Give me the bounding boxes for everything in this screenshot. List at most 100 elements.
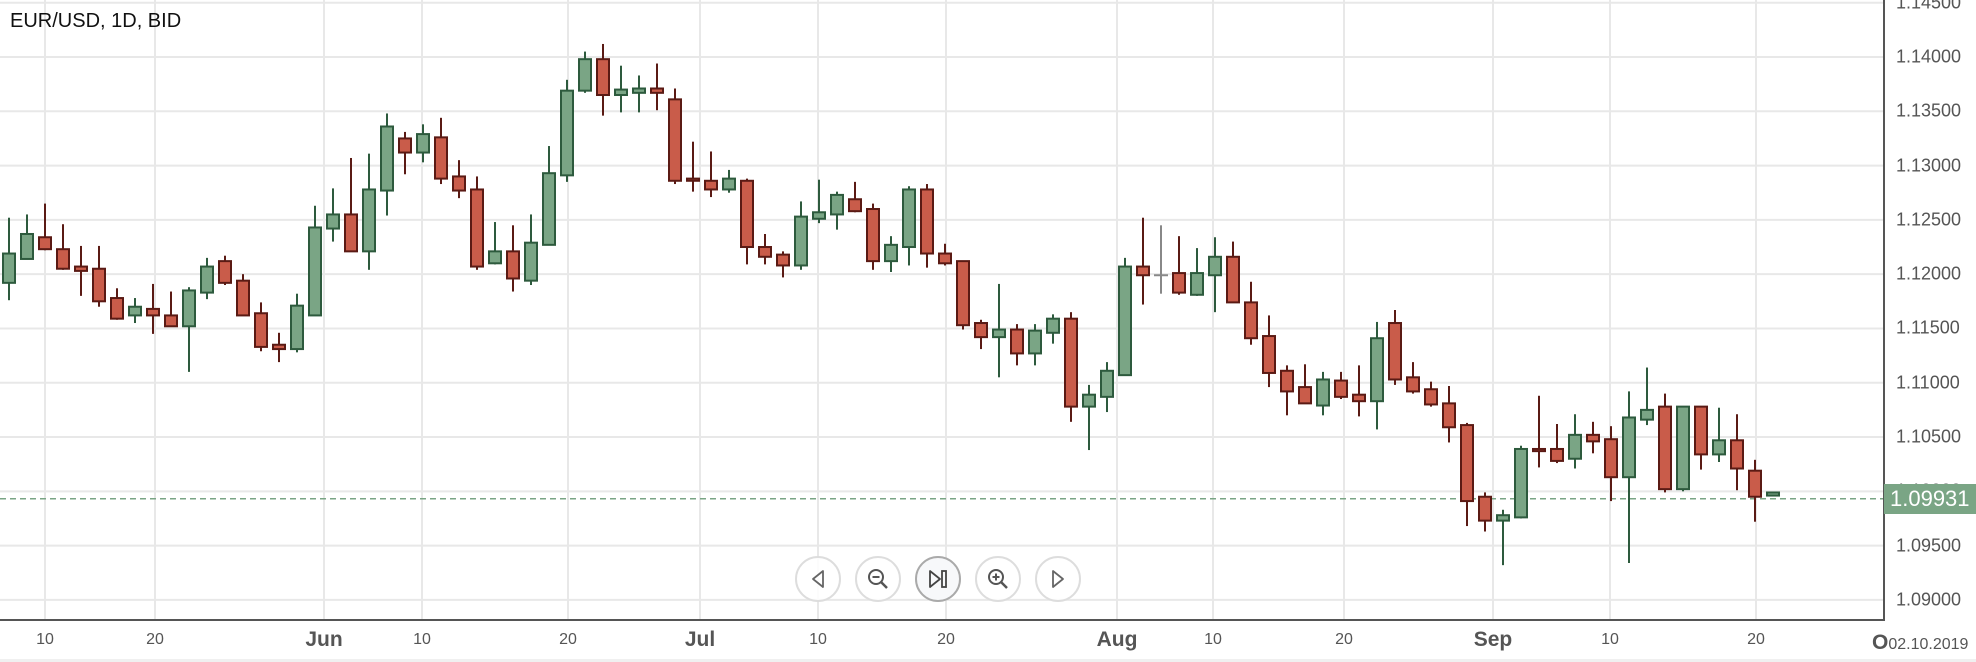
candle[interactable] (1172, 236, 1186, 295)
candle[interactable] (200, 257, 214, 300)
candle[interactable] (632, 75, 646, 113)
candle[interactable] (1064, 312, 1078, 422)
candle[interactable] (452, 160, 466, 199)
candle[interactable] (1676, 405, 1690, 492)
candle[interactable] (920, 184, 934, 268)
candle[interactable] (56, 224, 70, 270)
candle[interactable] (1190, 248, 1204, 296)
candle[interactable] (128, 298, 142, 324)
candle[interactable] (236, 274, 250, 317)
candle[interactable] (1442, 385, 1456, 443)
candle[interactable] (812, 179, 826, 224)
candle[interactable] (146, 283, 160, 334)
candle[interactable] (182, 287, 196, 372)
candle[interactable] (434, 117, 448, 185)
candle[interactable] (1118, 257, 1132, 377)
candle[interactable] (74, 245, 88, 296)
candle[interactable] (1298, 364, 1312, 405)
candle[interactable] (1010, 324, 1024, 366)
candle[interactable] (794, 201, 808, 270)
candle[interactable] (308, 205, 322, 317)
candle[interactable] (1280, 365, 1294, 416)
candle[interactable] (1658, 393, 1672, 493)
candle[interactable] (1694, 405, 1708, 470)
candle[interactable] (1046, 314, 1060, 344)
candle[interactable] (1640, 367, 1654, 426)
candle[interactable] (722, 169, 736, 193)
candle[interactable] (254, 302, 268, 352)
candle[interactable] (1550, 423, 1564, 464)
candle[interactable] (704, 151, 718, 198)
candle[interactable] (1406, 362, 1420, 394)
candle[interactable] (776, 251, 790, 278)
candle[interactable] (560, 79, 574, 182)
candle[interactable] (1460, 422, 1474, 527)
candle[interactable] (1208, 237, 1222, 313)
candle[interactable] (2, 217, 16, 301)
candle[interactable] (362, 153, 376, 270)
candle[interactable] (272, 332, 286, 363)
candle[interactable] (758, 233, 772, 265)
candle[interactable] (1262, 315, 1276, 388)
candle[interactable] (218, 255, 232, 286)
scroll-left-button[interactable] (795, 556, 841, 602)
candle[interactable] (1496, 509, 1510, 566)
candle[interactable] (1388, 309, 1402, 385)
candle[interactable] (1424, 381, 1438, 407)
candle[interactable] (1568, 414, 1582, 469)
candle[interactable] (902, 186, 916, 266)
candle[interactable] (992, 283, 1006, 378)
candle[interactable] (1226, 241, 1240, 304)
candle[interactable] (578, 51, 592, 93)
candle[interactable] (650, 63, 664, 111)
reset-button[interactable] (915, 556, 961, 602)
candle[interactable] (92, 245, 106, 307)
candle[interactable] (830, 191, 844, 230)
candle[interactable] (740, 178, 754, 265)
candle[interactable] (1136, 217, 1150, 305)
candle[interactable] (1370, 321, 1384, 430)
candle[interactable] (398, 131, 412, 175)
candle[interactable] (488, 222, 502, 265)
candle[interactable] (1712, 407, 1726, 462)
candle[interactable] (1586, 421, 1600, 454)
zoom-out-button[interactable] (855, 556, 901, 602)
zoom-in-button[interactable] (975, 556, 1021, 602)
scroll-right-button[interactable] (1035, 556, 1081, 602)
candle[interactable] (506, 225, 520, 292)
candle[interactable] (542, 146, 556, 246)
candle[interactable] (470, 176, 484, 270)
candle[interactable] (380, 113, 394, 216)
candle[interactable] (848, 181, 862, 213)
candle[interactable] (1082, 384, 1096, 451)
candle[interactable] (1316, 371, 1330, 416)
candle[interactable] (326, 188, 340, 242)
candle[interactable] (938, 243, 952, 266)
candle[interactable] (884, 236, 898, 272)
candle[interactable] (164, 291, 178, 328)
candle[interactable] (38, 203, 52, 251)
candle[interactable] (668, 88, 682, 185)
candle[interactable] (1478, 492, 1492, 532)
candle[interactable] (290, 293, 304, 353)
candle[interactable] (686, 141, 700, 192)
candle[interactable] (1352, 365, 1366, 417)
candle[interactable] (1100, 362, 1114, 413)
candle[interactable] (1244, 281, 1258, 345)
candle[interactable] (1028, 324, 1042, 366)
candle[interactable] (956, 260, 970, 330)
candle[interactable] (1154, 225, 1168, 294)
candle[interactable] (1604, 426, 1618, 502)
candle[interactable] (1766, 491, 1780, 497)
candle[interactable] (110, 288, 124, 320)
candle[interactable] (344, 157, 358, 253)
candle[interactable] (614, 65, 628, 113)
candle[interactable] (1730, 414, 1744, 491)
candle[interactable] (866, 203, 880, 270)
candle[interactable] (20, 214, 34, 260)
candle[interactable] (1334, 371, 1348, 400)
candle[interactable] (1748, 459, 1762, 522)
candle[interactable] (596, 43, 610, 116)
